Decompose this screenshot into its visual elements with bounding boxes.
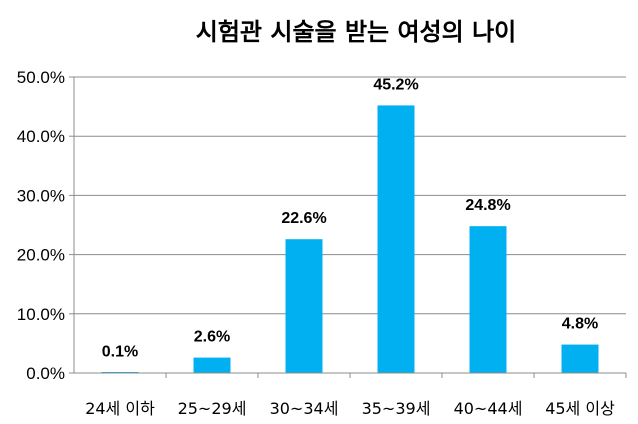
y-tick-label: 50.0% <box>17 68 65 87</box>
axes <box>73 77 626 374</box>
data-label: 45.2% <box>373 76 418 93</box>
bar <box>193 357 231 373</box>
x-tick-label: 25~29세 <box>178 399 247 418</box>
y-tick-label: 10.0% <box>17 305 65 324</box>
y-tick-label: 20.0% <box>17 246 65 265</box>
y-tick-label: 30.0% <box>17 186 65 205</box>
data-label: 22.6% <box>281 210 326 227</box>
bar <box>561 344 599 373</box>
gridlines <box>74 76 626 315</box>
y-tick-label: 40.0% <box>17 127 65 146</box>
x-tick-label: 30~34세 <box>270 399 339 418</box>
bar <box>377 105 415 373</box>
data-label: 2.6% <box>194 329 230 346</box>
data-label: 24.8% <box>465 197 510 214</box>
bar <box>469 226 507 373</box>
x-tick-label: 35~39세 <box>362 399 431 418</box>
x-tick-label: 45세 이상 <box>545 399 615 418</box>
data-label: 4.8% <box>562 316 598 333</box>
data-label: 0.1% <box>102 343 138 360</box>
x-tick-label: 24세 이하 <box>85 399 155 418</box>
y-axis-ticks: 0.0% 10.0% 20.0% 30.0% 40.0% 50.0% <box>17 68 74 383</box>
bars <box>101 105 599 373</box>
bar <box>285 239 323 373</box>
data-labels: 0.1% 2.6% 22.6% 45.2% 24.8% 4.8% <box>102 76 598 360</box>
y-tick-label: 0.0% <box>26 364 65 383</box>
x-tick-label: 40~44세 <box>454 399 523 418</box>
chart-title: 시험관 시술을 받는 여성의 나이 <box>196 18 516 46</box>
x-axis-ticks: 24세 이하 25~29세 30~34세 35~39세 40~44세 45세 이상 <box>85 373 627 418</box>
